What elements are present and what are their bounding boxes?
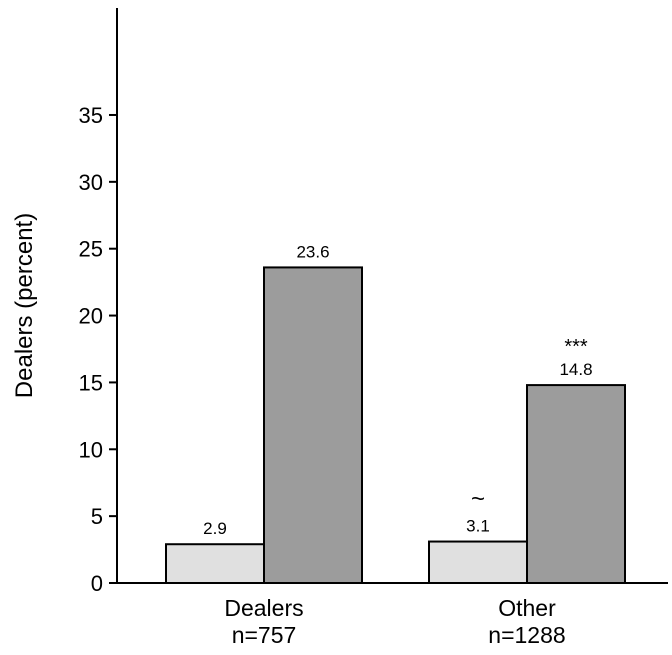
bar-other-series-1 <box>428 540 528 584</box>
significance-annotation: *** <box>564 336 588 358</box>
y-tick-label: 25 <box>79 237 103 262</box>
y-tick-label: 30 <box>79 170 103 195</box>
bar-other-series-2 <box>526 384 626 584</box>
data-label: 23.6 <box>296 242 329 261</box>
bar-dealers-series-1 <box>165 543 265 585</box>
y-tick-label: 35 <box>79 103 103 128</box>
bars <box>165 266 626 585</box>
data-label: 2.9 <box>203 519 227 538</box>
category-label: Other <box>498 595 556 621</box>
data-label: 3.1 <box>466 517 490 536</box>
tilde-annotation: ~ <box>471 486 485 513</box>
y-tick-label: 5 <box>91 504 103 529</box>
bar-dealers-series-2 <box>263 266 363 584</box>
y-tick-label: 0 <box>91 571 103 596</box>
y-axis-title: Dealers (percent) <box>11 213 38 398</box>
category-n-label: n=1288 <box>488 622 565 648</box>
y-tick-label: 20 <box>79 304 103 329</box>
category-label: Dealers <box>224 595 303 621</box>
y-tick-label: 10 <box>79 437 103 462</box>
data-label: 14.8 <box>559 360 592 379</box>
category-n-label: n=757 <box>232 622 297 648</box>
y-tick-label: 15 <box>79 370 103 395</box>
